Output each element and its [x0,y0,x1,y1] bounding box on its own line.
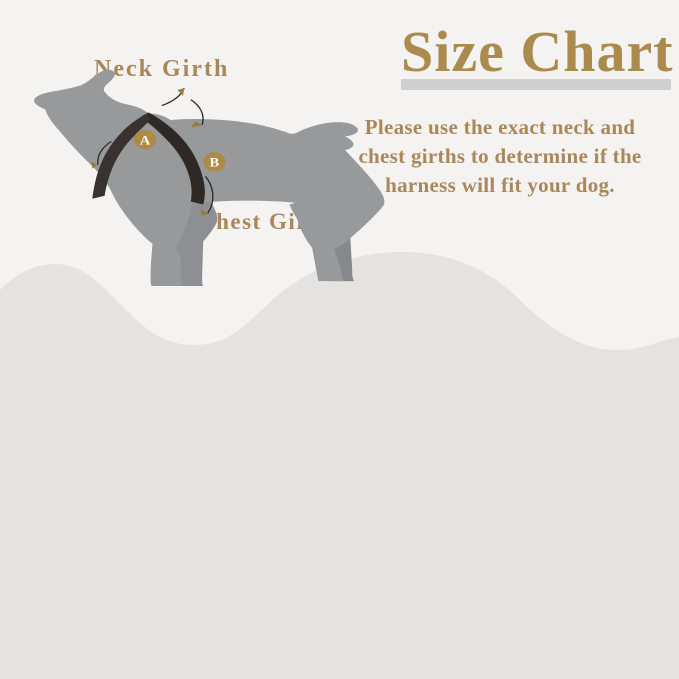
svg-text:B: B [210,156,220,170]
svg-text:A: A [140,133,151,147]
